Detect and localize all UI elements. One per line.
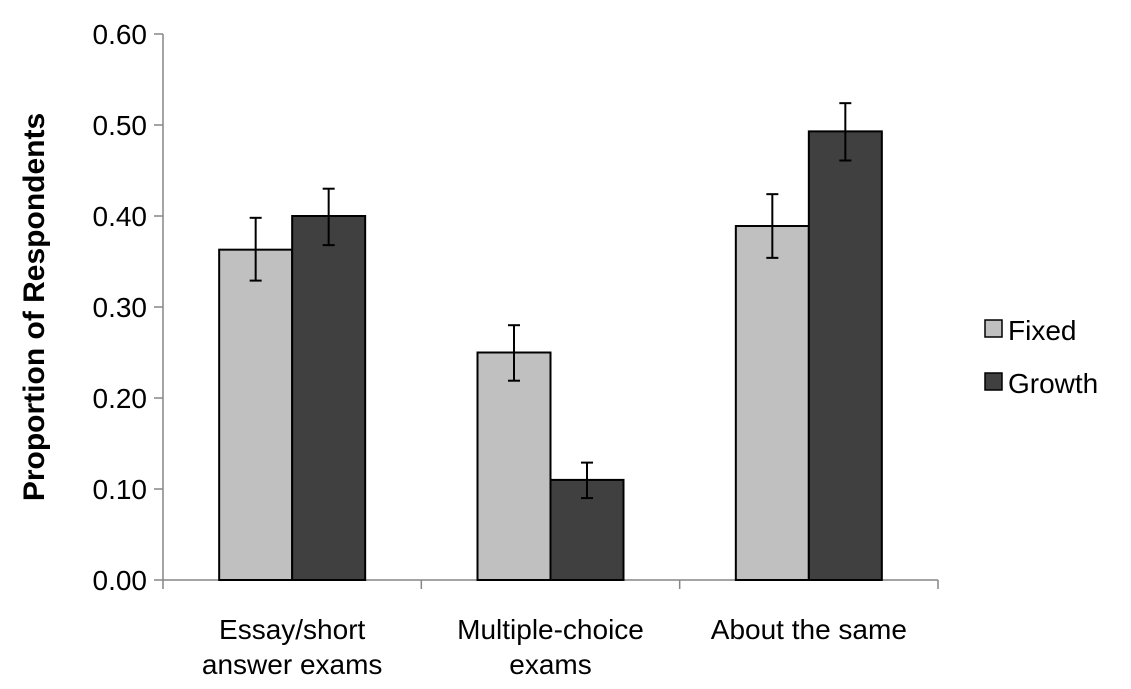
y-tick-label: 0.60 bbox=[93, 19, 148, 50]
legend-swatch bbox=[984, 319, 1003, 338]
legend: Fixed Growth bbox=[984, 315, 1098, 399]
y-tick-label: 0.00 bbox=[93, 565, 148, 596]
category-label-2: About the same bbox=[711, 614, 907, 645]
bars bbox=[218, 130, 883, 581]
error-bar-growth-0 bbox=[322, 187, 335, 247]
x-axis bbox=[162, 579, 939, 589]
y-tick-label: 0.10 bbox=[93, 474, 148, 505]
category-label-1: Multiple-choice bbox=[457, 614, 644, 645]
legend-label: Fixed bbox=[1008, 315, 1076, 346]
error-bar-growth-2 bbox=[839, 102, 852, 162]
category-label-1: exams bbox=[509, 649, 591, 680]
legend-swatch bbox=[984, 372, 1003, 391]
error-bar-growth-1 bbox=[581, 461, 593, 500]
y-tick-label: 0.50 bbox=[93, 110, 148, 141]
error-bar-fixed-2 bbox=[766, 193, 779, 259]
category-label-0: Essay/short bbox=[219, 614, 365, 645]
y-axis: 0.00 0.10 0.20 0.30 0.40 0.50 0.60 bbox=[93, 19, 164, 596]
bar-fixed-0 bbox=[218, 248, 294, 581]
error-bar-fixed-1 bbox=[508, 324, 520, 382]
y-tick-label: 0.40 bbox=[93, 201, 148, 232]
y-axis-title: Proportion of Respondents bbox=[18, 113, 51, 501]
y-tick-label: 0.30 bbox=[93, 292, 148, 323]
bar-fixed-2 bbox=[734, 225, 810, 581]
category-label-0: answer exams bbox=[202, 649, 383, 680]
error-bars bbox=[249, 102, 852, 500]
bar-growth-0 bbox=[291, 215, 367, 581]
bar-growth-1 bbox=[549, 478, 625, 581]
legend-item-growth: Growth bbox=[984, 368, 1098, 399]
category-labels: Essay/short answer exams Multiple-choice ex… bbox=[202, 614, 907, 680]
legend-item-fixed: Fixed bbox=[984, 315, 1076, 346]
bar-fixed-1 bbox=[476, 351, 552, 581]
legend-label: Growth bbox=[1008, 368, 1098, 399]
error-bar-fixed-0 bbox=[249, 216, 262, 282]
bar-growth-2 bbox=[807, 130, 883, 581]
y-tick-label: 0.20 bbox=[93, 383, 148, 414]
